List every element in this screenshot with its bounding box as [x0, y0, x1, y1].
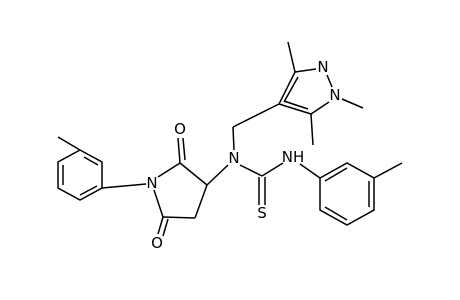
atom-label: N [146, 174, 157, 192]
atom-label: N [228, 149, 239, 167]
atom-label: O [151, 234, 163, 252]
atom-labels: O N O N N N NH S [146, 58, 340, 252]
atom-label: S [257, 204, 267, 222]
bonds [57, 41, 403, 237]
atom-label: N [317, 58, 328, 76]
atom-label: O [174, 120, 186, 138]
atom-label: NH [282, 148, 305, 166]
atom-label: N [329, 86, 340, 104]
